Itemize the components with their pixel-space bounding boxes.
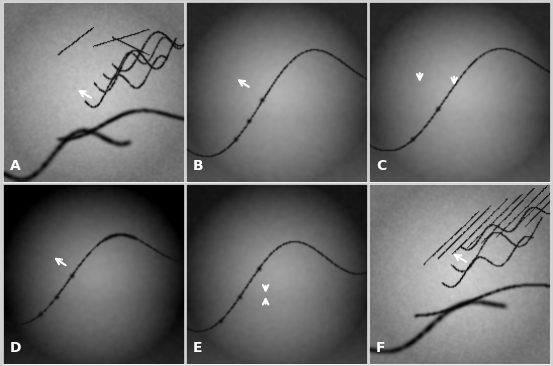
Text: B: B [193,159,204,173]
Text: D: D [10,341,22,355]
Text: F: F [376,341,385,355]
Text: E: E [193,341,202,355]
Text: A: A [10,159,21,173]
Text: C: C [376,159,387,173]
